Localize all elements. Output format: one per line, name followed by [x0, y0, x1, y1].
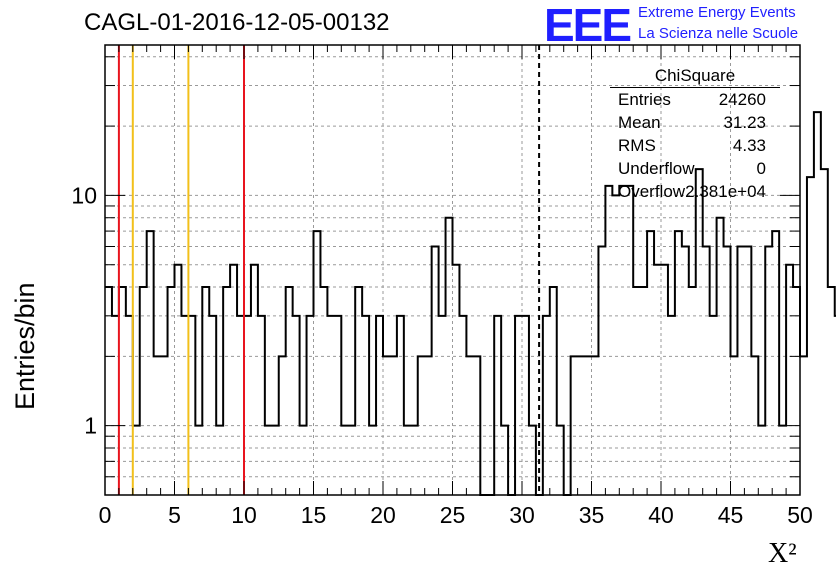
- x-tick-label: 40: [648, 502, 674, 528]
- histogram-series: [105, 111, 836, 496]
- y-axis-label: Entries/bin: [10, 282, 40, 410]
- axis-ticks: 0 5 10 15 20 25 30 35 40 45 50 1 10: [71, 45, 813, 528]
- stats-value: 0: [756, 159, 766, 178]
- stats-row: Overflow 2.381e+04: [608, 180, 806, 203]
- y-tick-label: 10: [71, 182, 97, 208]
- y-tick-label: 1: [84, 413, 97, 439]
- x-axis-label: X²: [768, 538, 797, 569]
- stats-key: Overflow: [618, 182, 686, 201]
- stats-value: 4.33: [732, 136, 766, 155]
- stats-box: ChiSquare Entries 24260 Mean 31.23 RMS 4.33…: [608, 66, 806, 203]
- stats-key: RMS: [618, 136, 656, 155]
- x-tick-label: 35: [579, 502, 605, 528]
- stats-row: Mean 31.23: [608, 111, 806, 134]
- logo-line-2: La Scienza nelle Scuole: [638, 25, 799, 42]
- x-tick-label: 10: [231, 502, 257, 528]
- stats-key: Mean: [618, 113, 661, 132]
- histogram-line: [105, 111, 836, 496]
- x-tick-label: 5: [168, 502, 181, 528]
- stats-title: ChiSquare: [610, 66, 780, 88]
- stats-value: 24260: [718, 90, 766, 109]
- stats-row: RMS 4.33: [608, 134, 806, 157]
- logo-line-1: Extreme Energy Events: [638, 4, 796, 21]
- eee-logo: EEE: [544, 0, 632, 51]
- x-tick-label: 20: [370, 502, 396, 528]
- stats-row: Entries 24260: [608, 88, 806, 111]
- x-tick-label: 15: [301, 502, 327, 528]
- reference-lines: [117, 45, 541, 495]
- stats-row: Underflow 0: [608, 157, 806, 180]
- stats-key: Underflow: [618, 159, 695, 178]
- stats-value: 2.381e+04: [685, 182, 766, 201]
- x-tick-label: 45: [718, 502, 744, 528]
- stats-value: 31.23: [723, 113, 766, 132]
- x-tick-label: 30: [509, 502, 535, 528]
- stats-key: Entries: [618, 90, 671, 109]
- x-tick-label: 50: [787, 502, 813, 528]
- grid-lines: [105, 45, 800, 495]
- chart-title: CAGL-01-2016-12-05-00132: [84, 9, 390, 36]
- x-tick-label: 0: [99, 502, 112, 528]
- x-tick-label: 25: [440, 502, 466, 528]
